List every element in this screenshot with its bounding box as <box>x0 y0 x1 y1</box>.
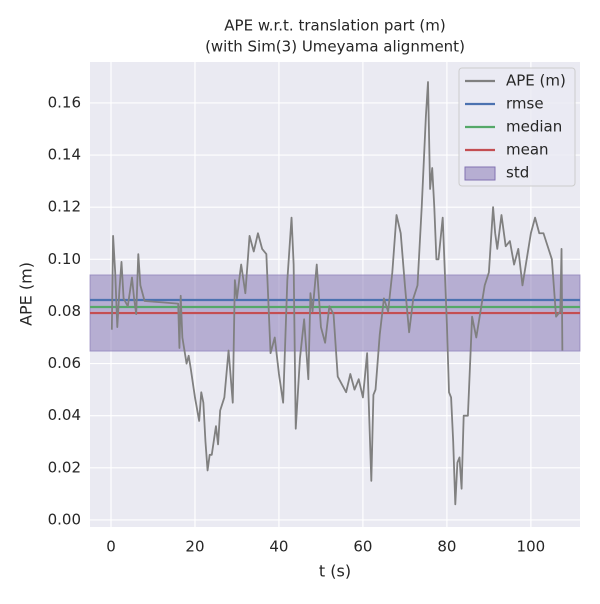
y-tick-label: 0.00 <box>48 510 81 528</box>
x-tick-label: 60 <box>353 538 372 556</box>
x-tick-label: 40 <box>269 538 288 556</box>
plot: 0.00 0.02 0.04 0.06 0.08 0.10 0.12 0.14 0.16 0 20 4… <box>48 62 581 556</box>
y-tick-label: 0.12 <box>48 198 81 216</box>
y-tick-label: 0.10 <box>48 250 81 268</box>
y-tick-label: 0.02 <box>48 458 81 476</box>
legend-label: mean <box>506 141 549 159</box>
legend-swatch <box>464 166 496 181</box>
y-tick-label: 0.06 <box>48 354 81 372</box>
y-tick-label: 0.04 <box>48 406 81 424</box>
x-tick-label: 0 <box>106 538 116 556</box>
chart-title: APE w.r.t. translation part (m) <box>224 17 445 35</box>
y-tick-label: 0.08 <box>48 302 81 320</box>
legend-label: rmse <box>506 95 544 113</box>
legend-label: std <box>506 164 529 182</box>
x-axis-label: t (s) <box>319 562 351 581</box>
y-axis-label: APE (m) <box>17 262 36 326</box>
x-tick-label: 100 <box>517 538 546 556</box>
chart-subtitle: (with Sim(3) Umeyama alignment) <box>205 38 465 56</box>
y-tick-label: 0.14 <box>48 146 81 164</box>
line <box>110 81 564 506</box>
x-tick-label: 20 <box>185 538 204 556</box>
x-tick-label: 80 <box>437 538 456 556</box>
legend-box <box>458 67 576 187</box>
legend-label: APE (m) <box>506 72 566 90</box>
legend-label: median <box>506 118 562 136</box>
legend: APE (m) rmse median mean std <box>458 67 576 187</box>
y-tick-label: 0.16 <box>48 93 81 111</box>
